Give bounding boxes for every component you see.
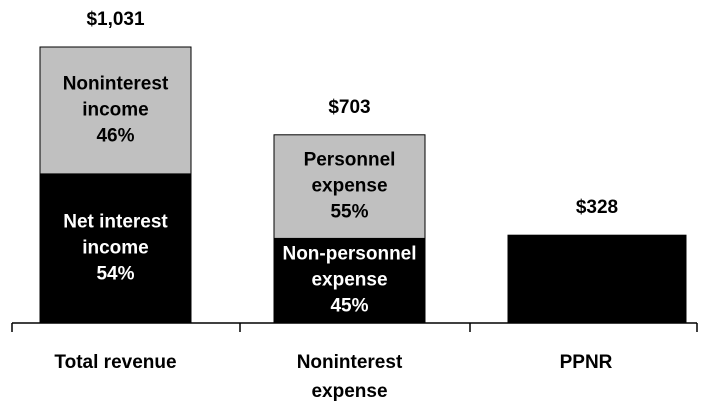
category-label: PPNR [560, 352, 613, 373]
segment-label: income [82, 99, 149, 120]
bar-segment [39, 173, 192, 324]
segment-label: Net interest [63, 211, 168, 232]
bar-segment [273, 134, 426, 239]
segment-share: 54% [96, 263, 134, 284]
segment-label: income [82, 237, 149, 258]
total-label: $328 [576, 197, 618, 218]
segment-share: 45% [330, 296, 368, 317]
bar-segment [507, 234, 687, 324]
segment-share: 55% [330, 202, 368, 223]
bar-segment [39, 46, 192, 175]
segment-label: Personnel [304, 150, 396, 171]
total-label: $1,031 [86, 9, 145, 30]
segment-label: expense [311, 176, 387, 197]
segment-share: 46% [96, 125, 134, 146]
segment-label: Noninterest [63, 73, 169, 94]
segment-label: expense [311, 270, 387, 291]
category-label: Total revenue [54, 352, 176, 373]
category-label: Noninterest [297, 352, 403, 373]
segment-label: Non-personnel [282, 244, 416, 265]
category-label: expense [311, 381, 387, 402]
total-label: $703 [328, 97, 370, 118]
